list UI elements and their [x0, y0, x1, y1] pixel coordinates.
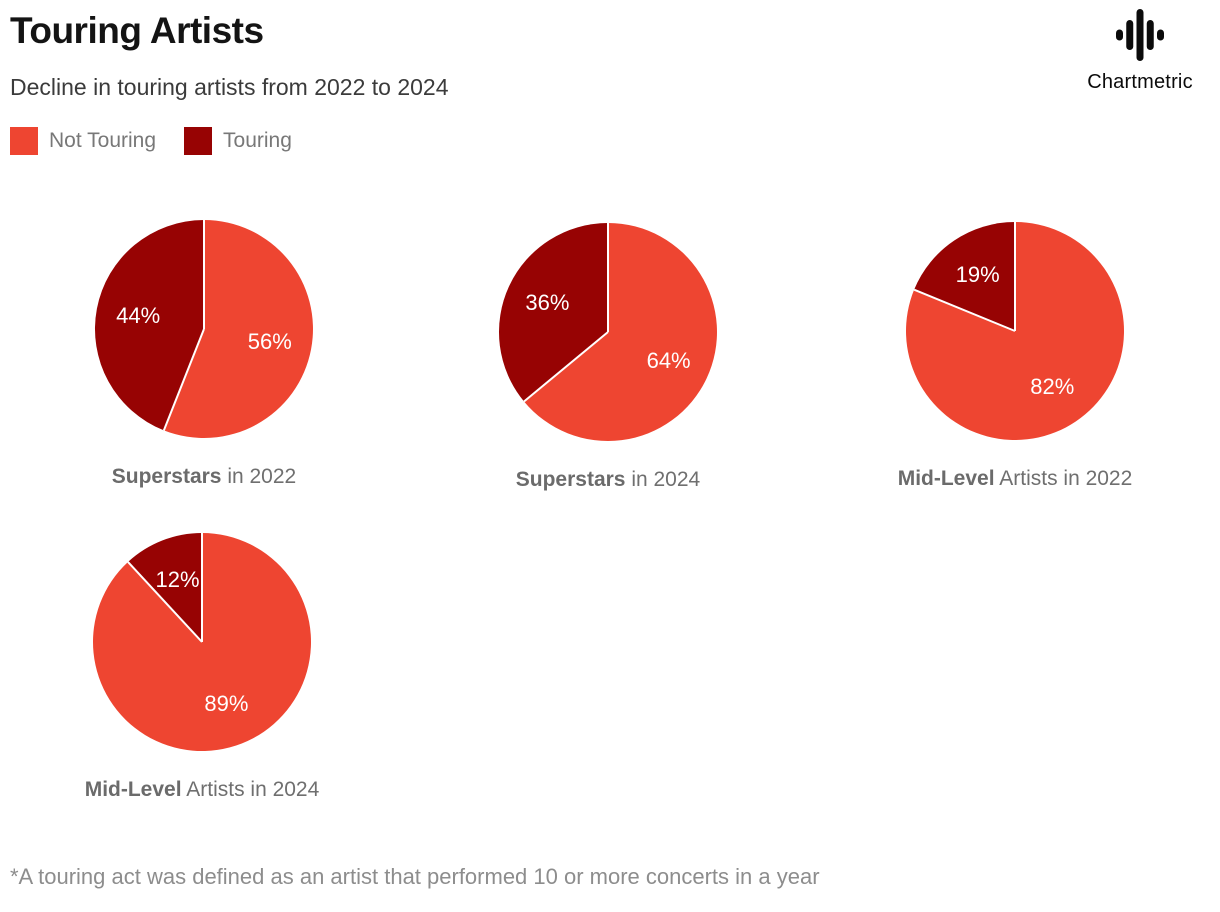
- pie-caption: Superstars in 2022: [112, 465, 296, 489]
- slice-separator: [523, 331, 609, 403]
- pie-caption-bold: Superstars: [111, 465, 222, 488]
- pie-caption-bold: Mid-Level: [84, 778, 182, 801]
- legend-label: Not Touring: [49, 129, 157, 152]
- legend-label: Touring: [223, 129, 292, 152]
- pie-superstars-2022: Superstars in 2022 56% 44%: [94, 219, 314, 488]
- legend-swatch-touring: [184, 127, 213, 155]
- pie-midlevel-2022: Mid-Level Artists in 2022 82% 19%: [898, 221, 1132, 490]
- pie-slice-touring: [498, 223, 608, 402]
- waveform-icon: [1116, 9, 1164, 61]
- pie-slice-not-touring: [524, 223, 717, 442]
- brand-name: Chartmetric: [1087, 71, 1193, 93]
- pie-caption-bold: Mid-Level: [897, 467, 995, 490]
- pie-caption-rest: Artists in 2022: [994, 467, 1133, 490]
- slice-separator: [162, 328, 205, 431]
- slice-separator: [913, 288, 1016, 332]
- legend: Not Touring Touring: [10, 127, 292, 155]
- slice-separator: [127, 561, 203, 643]
- pie-slice-not-touring: [163, 220, 313, 438]
- pie-caption-rest: in 2024: [625, 468, 701, 491]
- pie-caption-rest: Artists in 2024: [181, 778, 320, 801]
- legend-item-not-touring: Not Touring: [10, 127, 156, 155]
- pie-chart: [498, 223, 717, 442]
- page-subtitle: Decline in touring artists from 2022 to …: [10, 74, 449, 100]
- pie-superstars-2024: Superstars in 2024 64% 36%: [498, 222, 718, 491]
- footnote: *A touring act was defined as an artist …: [10, 864, 820, 889]
- pie-caption: Mid-Level Artists in 2024: [85, 778, 320, 802]
- legend-item-touring: Touring: [184, 127, 292, 155]
- pie-caption: Mid-Level Artists in 2022: [898, 467, 1133, 491]
- pie-chart: [93, 533, 312, 751]
- legend-swatch-not-touring: [10, 127, 38, 155]
- pie-chart: [906, 222, 1125, 440]
- pie-caption-rest: in 2022: [221, 465, 297, 488]
- pie-slice-touring: [94, 220, 204, 431]
- page-title: Touring Artists: [10, 10, 264, 51]
- pie-midlevel-2024: Mid-Level Artists in 2024 89% 12%: [85, 532, 319, 801]
- pie-slice-touring: [127, 533, 202, 642]
- pie-slice-touring: [914, 222, 1015, 331]
- chartmetric-logo: Chartmetric: [1072, 8, 1208, 94]
- pie-caption: Superstars in 2024: [516, 468, 700, 492]
- pie-chart: [94, 220, 313, 438]
- pie-caption-bold: Superstars: [515, 468, 626, 491]
